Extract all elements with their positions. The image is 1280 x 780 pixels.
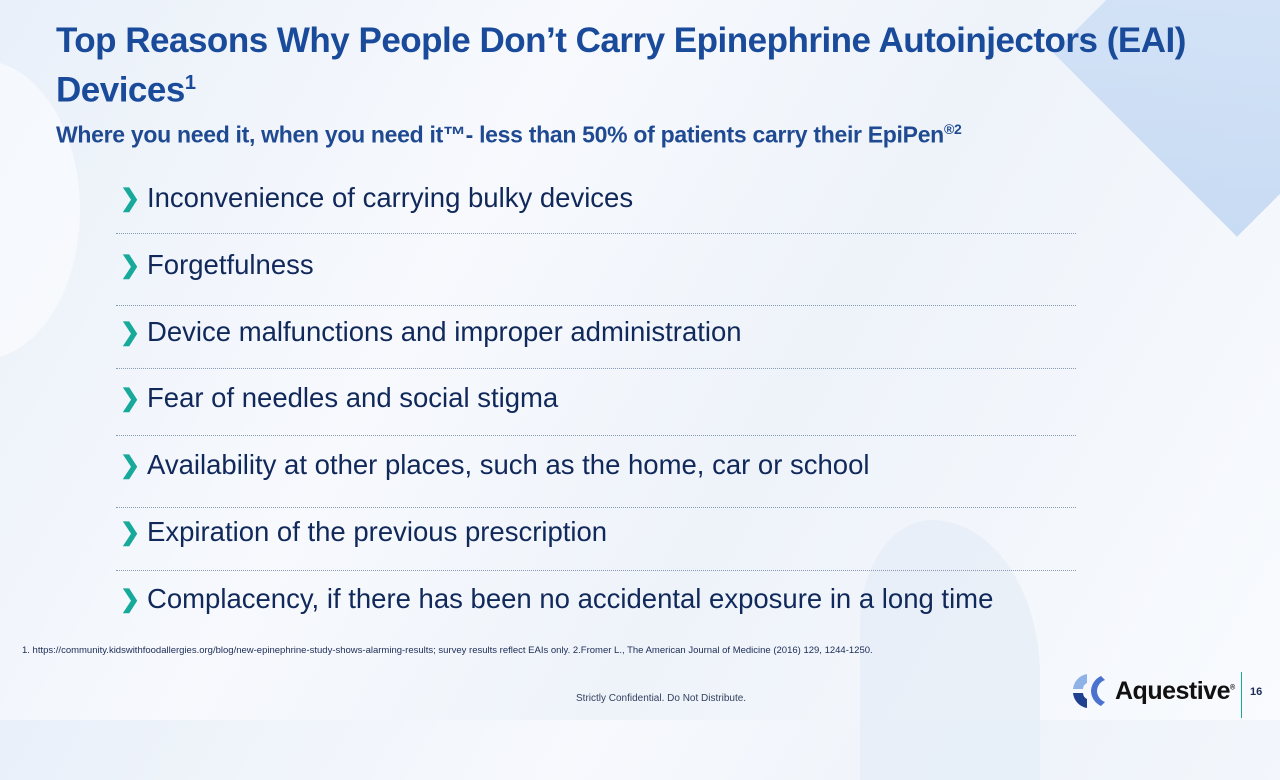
divider: [116, 368, 1076, 369]
divider: [116, 507, 1076, 508]
divider: [116, 570, 1076, 571]
reasons-list: ❯ Inconvenience of carrying bulky devices…: [116, 182, 1076, 650]
reason-text: Device malfunctions and improper adminis…: [147, 315, 742, 347]
confidentiality-notice: Strictly Confidential. Do Not Distribute…: [576, 693, 747, 704]
chevron-right-icon: ❯: [120, 185, 141, 212]
list-item: ❯ Complacency, if there has been no accid…: [116, 583, 1076, 650]
aquestive-logo-icon: [1073, 674, 1105, 708]
list-item: ❯ Device malfunctions and improper admini…: [116, 316, 1076, 383]
slide-title: Top Reasons Why People Don’t Carry Epine…: [56, 21, 1186, 110]
aquestive-logo: Aquestive®: [1071, 672, 1235, 710]
reason-text: Forgetfulness: [147, 248, 314, 280]
chevron-right-icon: ❯: [120, 385, 141, 413]
list-item: ❯ Fear of needles and social stigma: [116, 382, 1076, 449]
reason-text: Fear of needles and social stigma: [147, 382, 559, 414]
footnote: 1. https://community.kidswithfoodallergi…: [22, 645, 873, 656]
slide-subtitle: Where you need it, when you need it™- le…: [56, 121, 962, 148]
reason-text: Complacency, if there has been no accide…: [147, 582, 994, 614]
divider: [116, 233, 1076, 234]
chevron-right-icon: ❯: [120, 585, 141, 613]
reason-text: Expiration of the previous prescription: [147, 515, 608, 547]
chevron-right-icon: ❯: [120, 518, 141, 546]
chevron-right-icon: ❯: [120, 452, 141, 480]
page-number: 16: [1250, 686, 1263, 698]
list-item: ❯ Inconvenience of carrying bulky devices: [116, 182, 1076, 249]
footer-divider: [1241, 672, 1242, 718]
chevron-right-icon: ❯: [120, 251, 141, 279]
reason-text: Availability at other places, such as th…: [147, 449, 870, 481]
divider: [116, 305, 1076, 306]
list-item: ❯ Availability at other places, such as t…: [116, 449, 1076, 516]
list-item: ❯ Forgetfulness: [116, 249, 1076, 316]
chevron-right-icon: ❯: [120, 318, 141, 346]
list-item: ❯ Expiration of the previous prescription: [116, 516, 1076, 583]
reason-text: Inconvenience of carrying bulky devices: [147, 182, 634, 213]
logo-text: Aquestive®: [1115, 676, 1235, 705]
divider: [116, 435, 1076, 436]
